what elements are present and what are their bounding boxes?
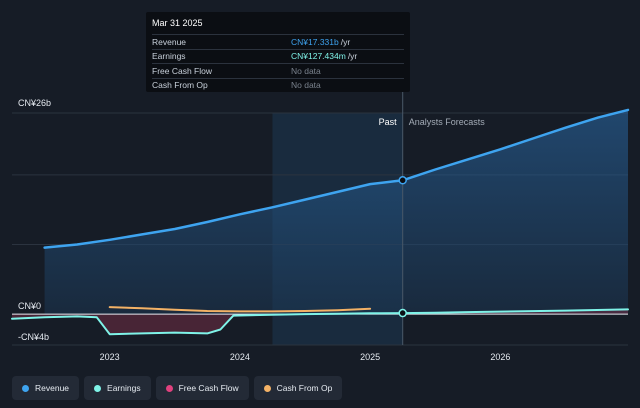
tooltip-value: CN¥127.434m <box>291 51 346 62</box>
tooltip: Mar 31 2025 Revenue CN¥17.331b /yr Earni… <box>146 12 410 92</box>
tooltip-value: CN¥17.331b <box>291 36 339 47</box>
tooltip-unit: /yr <box>347 51 358 62</box>
x-tick-label: 2024 <box>230 352 250 362</box>
y-label-bottom: -CN¥4b <box>18 332 49 342</box>
tooltip-row-cash-from-op: Cash From Op No data <box>152 77 404 93</box>
series-line-revenue <box>43 108 630 249</box>
legend-label: Earnings <box>107 383 141 393</box>
series-area-revenue <box>44 109 629 315</box>
past-label: Past <box>379 117 398 127</box>
y-label-top: CN¥26b <box>18 98 51 108</box>
series-line-cash-from-op <box>108 306 372 313</box>
legend-dot-icon <box>263 384 271 392</box>
legend-label: Cash From Op <box>276 383 333 393</box>
series-areas <box>12 109 629 335</box>
x-tick-label: 2023 <box>100 352 120 362</box>
legend-dot-icon <box>165 384 173 392</box>
x-tick-label: 2025 <box>360 352 380 362</box>
tooltip-label: Revenue <box>152 36 187 47</box>
legend-dot-icon <box>94 384 102 392</box>
tooltip-label: Earnings <box>152 51 186 62</box>
legend-item-cash-from-op[interactable]: Cash From Op <box>253 376 343 400</box>
series-line-earnings <box>11 308 629 336</box>
tooltip-label: Free Cash Flow <box>152 65 212 76</box>
x-tick-labels: 2023 2024 2025 2026 <box>100 352 511 362</box>
legend-item-free-cash-flow[interactable]: Free Cash Flow <box>155 376 249 400</box>
legend-label: Revenue <box>35 383 70 393</box>
tooltip-row-earnings: Earnings CN¥127.434m /yr <box>152 48 404 64</box>
marker-revenue <box>398 176 407 185</box>
y-label-zero: CN¥0 <box>18 301 41 311</box>
legend-dot-icon <box>22 384 29 392</box>
tooltip-label: Cash From Op <box>152 80 208 91</box>
highlight-markers <box>398 176 407 318</box>
tooltip-value: No data <box>291 65 321 76</box>
series-lines <box>11 108 630 336</box>
marker-earnings <box>398 308 407 318</box>
legend-label: Free Cash Flow <box>178 383 239 393</box>
forecast-label: Analysts Forecasts <box>409 117 486 127</box>
tooltip-unit: /yr <box>340 36 351 47</box>
tooltip-value: No data <box>291 80 321 91</box>
tooltip-date: Mar 31 2025 <box>152 18 203 28</box>
tooltip-row-revenue: Revenue CN¥17.331b /yr <box>152 34 404 49</box>
tooltip-row-free-cash-flow: Free Cash Flow No data <box>152 63 404 78</box>
legend-item-earnings[interactable]: Earnings <box>84 376 151 400</box>
x-tick-label: 2026 <box>490 352 510 362</box>
legend: Revenue Earnings Free Cash Flow Cash Fro… <box>12 376 343 400</box>
series-area-earnings <box>12 309 628 335</box>
legend-item-revenue[interactable]: Revenue <box>12 376 80 400</box>
